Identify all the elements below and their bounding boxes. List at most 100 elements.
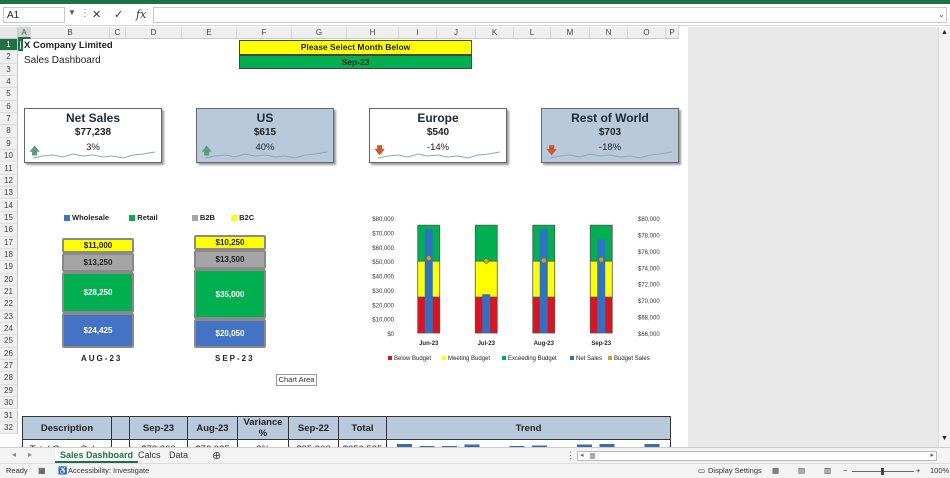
active-cell-a1[interactable] <box>18 39 23 51</box>
row-header[interactable]: 20 <box>0 273 18 286</box>
kpi-card[interactable]: Net Sales $77,238 3% 🡅 <box>24 108 162 163</box>
budget-chart[interactable]: $80,000 $70,000 $60,000 $50,000 $40,000 $30,0… <box>360 208 670 368</box>
scroll-right-icon[interactable]: ▸ <box>930 452 934 459</box>
macro-icon[interactable]: ▦ <box>38 466 46 475</box>
zoom-slider-thumb[interactable] <box>881 468 884 475</box>
column-header[interactable]: M <box>551 27 590 39</box>
row-header[interactable]: 1 <box>0 39 18 52</box>
display-settings-icon[interactable]: ▭ <box>698 466 706 475</box>
row-header[interactable]: 5 <box>0 88 18 101</box>
row-header[interactable]: 30 <box>0 397 18 410</box>
kpi-card[interactable]: US $615 40% 🡅 <box>196 108 334 163</box>
column-header[interactable]: G <box>292 27 347 39</box>
stacked-bar-segment[interactable]: $28,250 <box>62 272 134 313</box>
next-sheet-icon[interactable]: ▸ <box>28 450 33 459</box>
row-header[interactable]: 11 <box>0 162 18 175</box>
function-icon[interactable]: fx <box>136 8 147 21</box>
tab-data[interactable]: Data <box>169 450 189 460</box>
row-header[interactable]: 24 <box>0 323 18 336</box>
zoom-level[interactable]: 100% <box>930 466 950 475</box>
row-header[interactable]: 13 <box>0 187 18 200</box>
zoom-in-icon[interactable]: + <box>916 466 921 475</box>
column-header[interactable]: H <box>347 27 399 39</box>
month-select-dropdown[interactable]: Sep-23 <box>239 55 472 69</box>
formula-input[interactable] <box>153 7 947 23</box>
row-header[interactable]: 9 <box>0 137 18 151</box>
column-header[interactable]: E <box>182 27 237 39</box>
row-header[interactable]: 10 <box>0 150 18 163</box>
stacked-bar-segment[interactable]: $13,500 <box>194 249 266 269</box>
scroll-left-icon[interactable]: ◂ <box>580 452 584 459</box>
prev-sheet-icon[interactable]: ◂ <box>12 450 17 459</box>
net-sales-bar[interactable] <box>424 229 433 334</box>
column-header[interactable]: O <box>628 27 666 39</box>
budget-band-bar[interactable] <box>474 260 498 298</box>
row-header[interactable]: 18 <box>0 248 18 262</box>
page-break-icon[interactable]: ▥ <box>824 466 832 475</box>
enter-icon[interactable]: ✓ <box>114 9 124 21</box>
row-header[interactable]: 26 <box>0 347 18 361</box>
stacked-bar-segment[interactable]: $20,050 <box>194 319 266 348</box>
scroll-up-icon[interactable]: ▲ <box>941 29 948 36</box>
horizontal-scrollbar[interactable]: ◂ ▸ <box>577 451 937 461</box>
column-header[interactable]: D <box>126 27 182 39</box>
budget-sales-point[interactable] <box>426 255 432 261</box>
zoom-out-icon[interactable]: − <box>843 466 848 475</box>
vertical-scrollbar[interactable]: ▲ ▼ <box>938 27 950 447</box>
row-header[interactable]: 17 <box>0 236 18 249</box>
cancel-icon[interactable]: ✕ <box>92 9 102 21</box>
column-header[interactable]: B <box>31 27 110 39</box>
row-header[interactable]: 25 <box>0 335 18 348</box>
column-header[interactable]: P <box>666 27 679 39</box>
kpi-card[interactable]: Rest of World $703 -18% 🡇 <box>541 108 679 163</box>
select-all-corner[interactable] <box>0 27 18 39</box>
row-header[interactable]: 16 <box>0 224 18 237</box>
row-header[interactable]: 31 <box>0 409 18 422</box>
row-header[interactable]: 2 <box>0 51 18 64</box>
scroll-thumb[interactable] <box>590 453 595 459</box>
budget-sales-point[interactable] <box>483 258 489 264</box>
expand-formula-icon[interactable]: ⌄ <box>938 10 945 19</box>
row-header[interactable]: 14 <box>0 199 18 212</box>
stacked-bar-segment[interactable]: $10,250 <box>194 234 266 250</box>
budget-sales-point[interactable] <box>541 257 547 264</box>
row-header[interactable]: 29 <box>0 384 18 398</box>
column-header[interactable]: J <box>437 27 476 39</box>
accessibility-icon[interactable]: ♿ <box>58 466 68 475</box>
column-header[interactable]: F <box>237 27 292 39</box>
name-box[interactable]: A1 <box>3 7 65 23</box>
normal-view-icon[interactable]: ▦ <box>772 466 780 475</box>
row-header[interactable]: 27 <box>0 360 18 373</box>
row-header[interactable]: 4 <box>0 76 18 89</box>
column-header[interactable]: A <box>18 27 31 39</box>
net-sales-bar[interactable] <box>539 228 548 333</box>
page-layout-icon[interactable]: ▤ <box>798 466 806 475</box>
budget-sales-point[interactable] <box>598 256 604 263</box>
tab-sales-dashboard[interactable]: Sales Dashboard <box>55 448 139 463</box>
accessibility-status[interactable]: Accessibility: Investigate <box>68 466 150 475</box>
column-header[interactable]: K <box>476 27 514 39</box>
row-header[interactable]: 19 <box>0 261 18 274</box>
name-box-dropdown-icon[interactable]: ▼ <box>68 8 76 17</box>
net-sales-bar[interactable] <box>482 294 491 333</box>
net-sales-bar[interactable] <box>597 239 606 333</box>
add-sheet-icon[interactable]: ⊕ <box>212 450 222 462</box>
stacked-bar-segment[interactable]: $11,000 <box>62 237 134 254</box>
column-header[interactable]: I <box>399 27 437 39</box>
display-settings[interactable]: Display Settings <box>708 466 762 475</box>
row-header[interactable]: 23 <box>0 310 18 323</box>
row-header[interactable]: 3 <box>0 63 18 76</box>
row-header[interactable]: 21 <box>0 286 18 299</box>
row-header[interactable]: 7 <box>0 113 18 126</box>
zoom-slider[interactable] <box>852 468 914 475</box>
row-header[interactable]: 32 <box>0 421 18 435</box>
stacked-bar-segment[interactable]: $13,250 <box>62 253 134 273</box>
column-header[interactable]: C <box>110 27 126 39</box>
column-header[interactable]: N <box>590 27 628 39</box>
stacked-sales-chart[interactable]: $24,425 $28,250 $13,250 $11,000 $20,050 $35,0… <box>30 234 300 348</box>
row-header[interactable]: 22 <box>0 298 18 311</box>
stacked-bar-segment[interactable]: $24,425 <box>62 312 134 348</box>
tab-calcs[interactable]: Calcs <box>138 450 161 460</box>
stacked-bar-segment[interactable]: $35,000 <box>194 268 266 320</box>
kpi-card[interactable]: Europe $540 -14% 🡇 <box>369 108 507 163</box>
